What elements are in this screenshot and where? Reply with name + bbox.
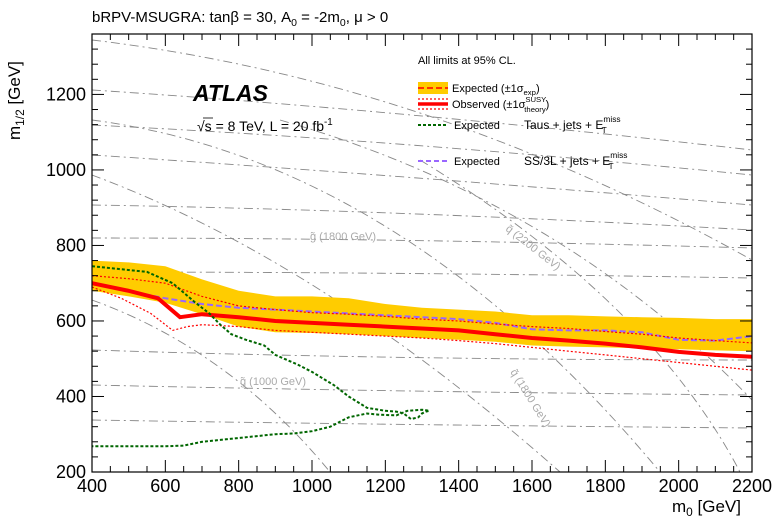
legend-ss3l-expected-label: Expected [454,156,500,168]
gluino-contour [92,237,752,249]
squark-contour [279,119,752,401]
ss3l-expected-line [92,282,752,342]
squark-contour [92,174,561,472]
x-tick-label: 1200 [365,476,405,496]
observed-plus-line [92,275,752,344]
contour-label-gluino-1000: g̃ (1000 GeV) [240,376,306,388]
squark-contour [92,119,661,472]
gluino-contour [92,419,752,429]
x-axis-title: m0 [GeV] [672,497,741,519]
gluino-contour [92,384,752,396]
y-axis-title: m1/2 [GeV] [5,61,27,140]
x-tick-label: 2000 [659,476,699,496]
gluino-contour [92,204,752,231]
legend: All limits at 95% CL. Expected (±1σexp) … [418,55,628,171]
contour-label-squark-2200: q̃ (2200 GeV) [503,223,563,273]
legend-taus-category: Taus + jets + Emiss T [524,114,621,135]
squark-contour [92,39,752,261]
y-tick-label: 600 [56,311,86,331]
legend-taus-expected-label: Expected [454,120,500,132]
gluino-contour [92,154,752,206]
y-tick-label: 800 [56,235,86,255]
expected-band [92,260,752,352]
contour-label-squark-1800: q̃ (1800 GeV) [507,367,552,429]
gluino-contour [92,349,752,361]
energy-label: √s = 8 TeV, L = 20 fb-1 [197,117,333,134]
chart-title: bRPV-MSUGRA: tanβ = 30, A0 = -2m0, μ > 0 [92,9,388,29]
gluino-contour [92,124,752,176]
y-tick-label: 1000 [46,160,86,180]
atlas-label: ATLAS [192,80,269,106]
y-tick-label: 200 [56,462,86,482]
observed-minus-line [92,286,752,371]
x-tick-label: 1400 [439,476,479,496]
y-tick-label: 1200 [46,84,86,104]
y-tick-label: 400 [56,386,86,406]
contour-label-gluino-1800: g̃ (1800 GeV) [310,231,376,243]
legend-header: All limits at 95% CL. [418,55,516,67]
legend-observed-label: Observed (±1σSUSY theory) [452,95,549,114]
x-tick-label: 1600 [512,476,552,496]
x-tick-label: 1800 [585,476,625,496]
x-tick-label: 600 [150,476,180,496]
x-tick-label: 400 [77,476,107,496]
legend-ss3l-category: SS/3L + jets + Emiss T [524,150,628,171]
x-tick-label: 800 [224,476,254,496]
squark-contour [419,159,741,472]
observed-line [92,281,752,359]
axis-ticks: 400 600 800 1000 1200 1400 1600 1800 2000 2200 200… [46,33,772,496]
plot-frame [91,33,753,473]
x-tick-label: 2200 [732,476,772,496]
x-tick-label: 1000 [292,476,332,496]
legend-expected-band-label: Expected (±1σexp) [452,83,540,97]
